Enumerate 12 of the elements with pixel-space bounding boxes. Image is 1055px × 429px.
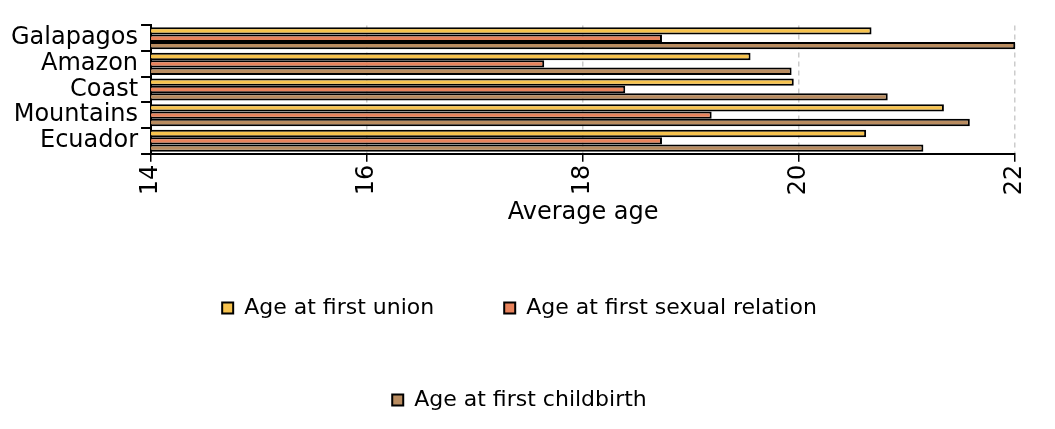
y-tick-label: Galapagos	[11, 22, 139, 51]
y-tick-label: Mountains	[13, 99, 139, 128]
x-tick-label: 14	[135, 164, 164, 196]
x-axis-title: Average age	[507, 196, 659, 225]
x-tick-label: 16	[351, 164, 380, 196]
x-tick-label: 18	[567, 164, 596, 196]
legend-label: Age at first childbirth	[414, 385, 647, 411]
legend-label: Age at first union	[244, 293, 435, 319]
x-tick-label: 20	[783, 164, 812, 196]
legend-label: Age at first sexual relation	[526, 293, 817, 319]
y-tick-label: Ecuador	[39, 125, 139, 154]
x-tick-label: 22	[999, 164, 1028, 196]
